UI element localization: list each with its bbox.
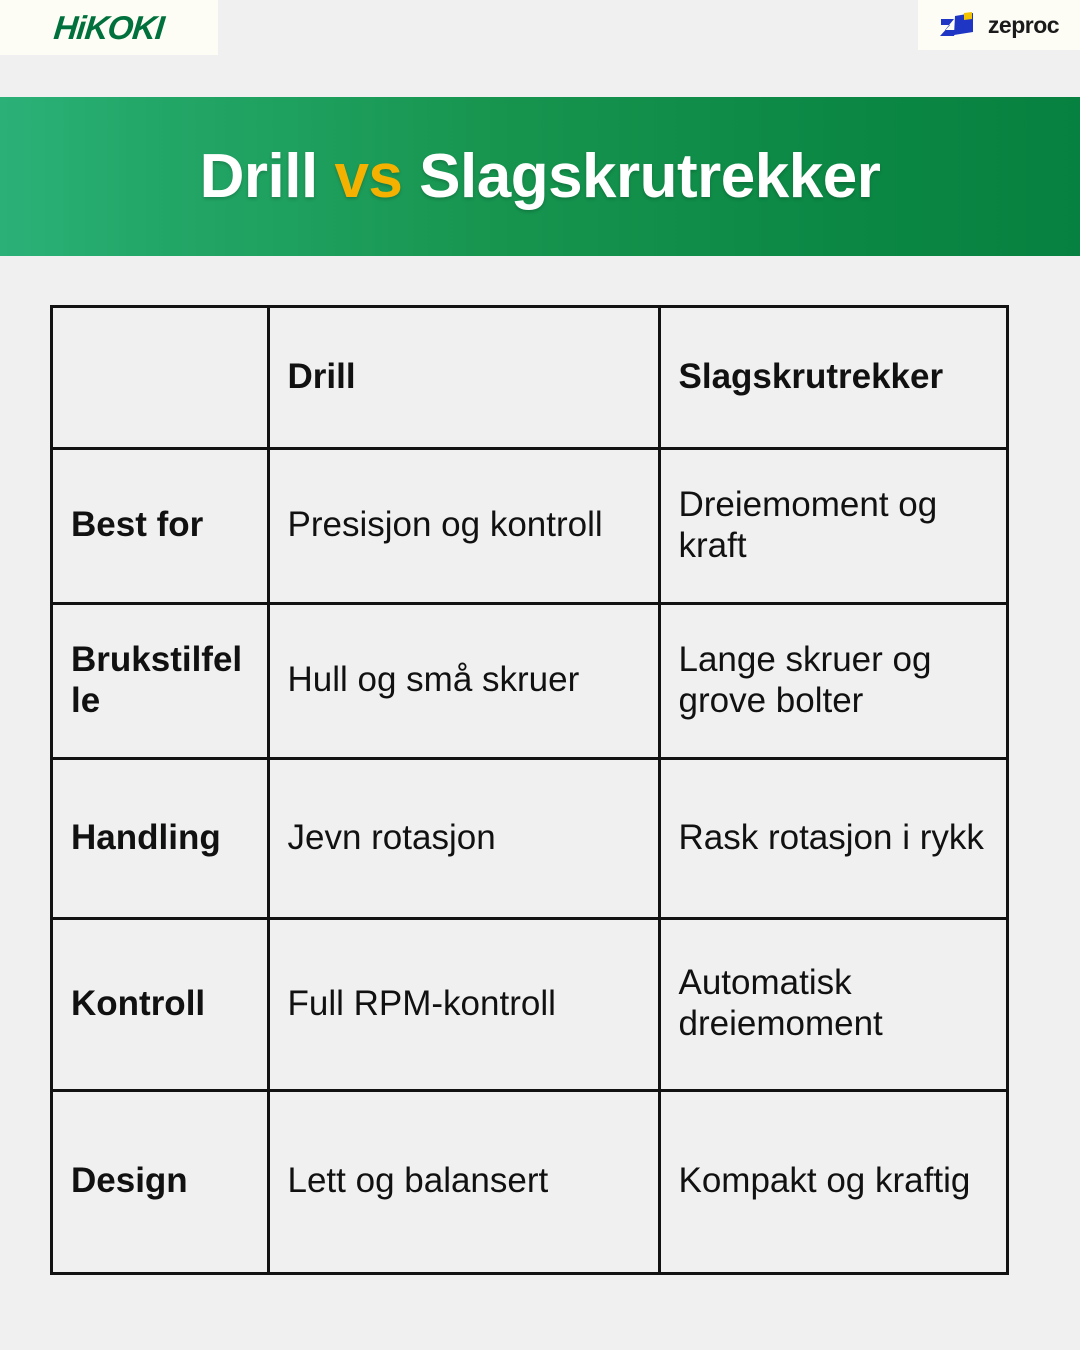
- page-title: Drill vs Slagskrutrekker: [200, 141, 881, 212]
- row-label-handling: Handling: [53, 758, 270, 920]
- zeproc-z-mark-icon: [939, 12, 973, 36]
- row-label-design: Design: [53, 1090, 270, 1272]
- cell-drill-brukstilfelle: Hull og små skruer: [268, 603, 661, 760]
- row-label-brukstilfelle: Brukstilfelle: [53, 603, 270, 760]
- header-cell-drill: Drill: [268, 308, 661, 450]
- comparison-table-container: Drill Slagskrutrekker Best for Presisjon…: [50, 305, 1009, 1275]
- table-row: Handling Jevn rotasjon Rask rotasjon i r…: [53, 758, 1006, 920]
- hikoki-wordmark: HiKOKI: [52, 8, 166, 46]
- title-part-drill: Drill: [199, 142, 335, 211]
- table-row: Best for Presisjon og kontroll Dreiemome…: [53, 448, 1006, 605]
- row-label-kontroll: Kontroll: [53, 918, 270, 1092]
- top-bar: HiKOKI zeproc: [0, 0, 1080, 97]
- cell-impact-best-for: Dreiemoment og kraft: [659, 448, 1006, 605]
- cell-impact-handling: Rask rotasjon i rykk: [659, 758, 1006, 920]
- cell-drill-handling: Jevn rotasjon: [268, 758, 661, 920]
- row-label-best-for: Best for: [53, 448, 270, 605]
- cell-drill-best-for: Presisjon og kontroll: [268, 448, 661, 605]
- title-vs: vs: [334, 142, 403, 211]
- cell-drill-kontroll: Full RPM-kontroll: [268, 918, 661, 1092]
- table-header-row: Drill Slagskrutrekker: [53, 308, 1006, 450]
- title-part-impact: Slagskrutrekker: [402, 142, 881, 211]
- cell-impact-kontroll: Automatisk dreiemoment: [659, 918, 1006, 1092]
- zeproc-wordmark: zeproc: [987, 11, 1060, 38]
- table-row: Kontroll Full RPM-kontroll Automatisk dr…: [53, 918, 1006, 1092]
- hikoki-brand-logo: HiKOKI: [0, 0, 218, 55]
- cell-impact-brukstilfelle: Lange skruer og grove bolter: [659, 603, 1006, 760]
- table-row: Brukstilfelle Hull og små skruer Lange s…: [53, 603, 1006, 760]
- zeproc-brand-logo: zeproc: [918, 0, 1080, 50]
- cell-drill-design: Lett og balansert: [268, 1090, 661, 1272]
- table-row: Design Lett og balansert Kompakt og kraf…: [53, 1090, 1006, 1272]
- header-cell-blank: [53, 308, 270, 450]
- cell-impact-design: Kompakt og kraftig: [678, 1161, 971, 1201]
- header-cell-impact-driver: Slagskrutrekker: [659, 308, 1006, 450]
- comparison-table: Drill Slagskrutrekker Best for Presisjon…: [53, 308, 1006, 1272]
- header-banner: Drill vs Slagskrutrekker: [0, 97, 1080, 256]
